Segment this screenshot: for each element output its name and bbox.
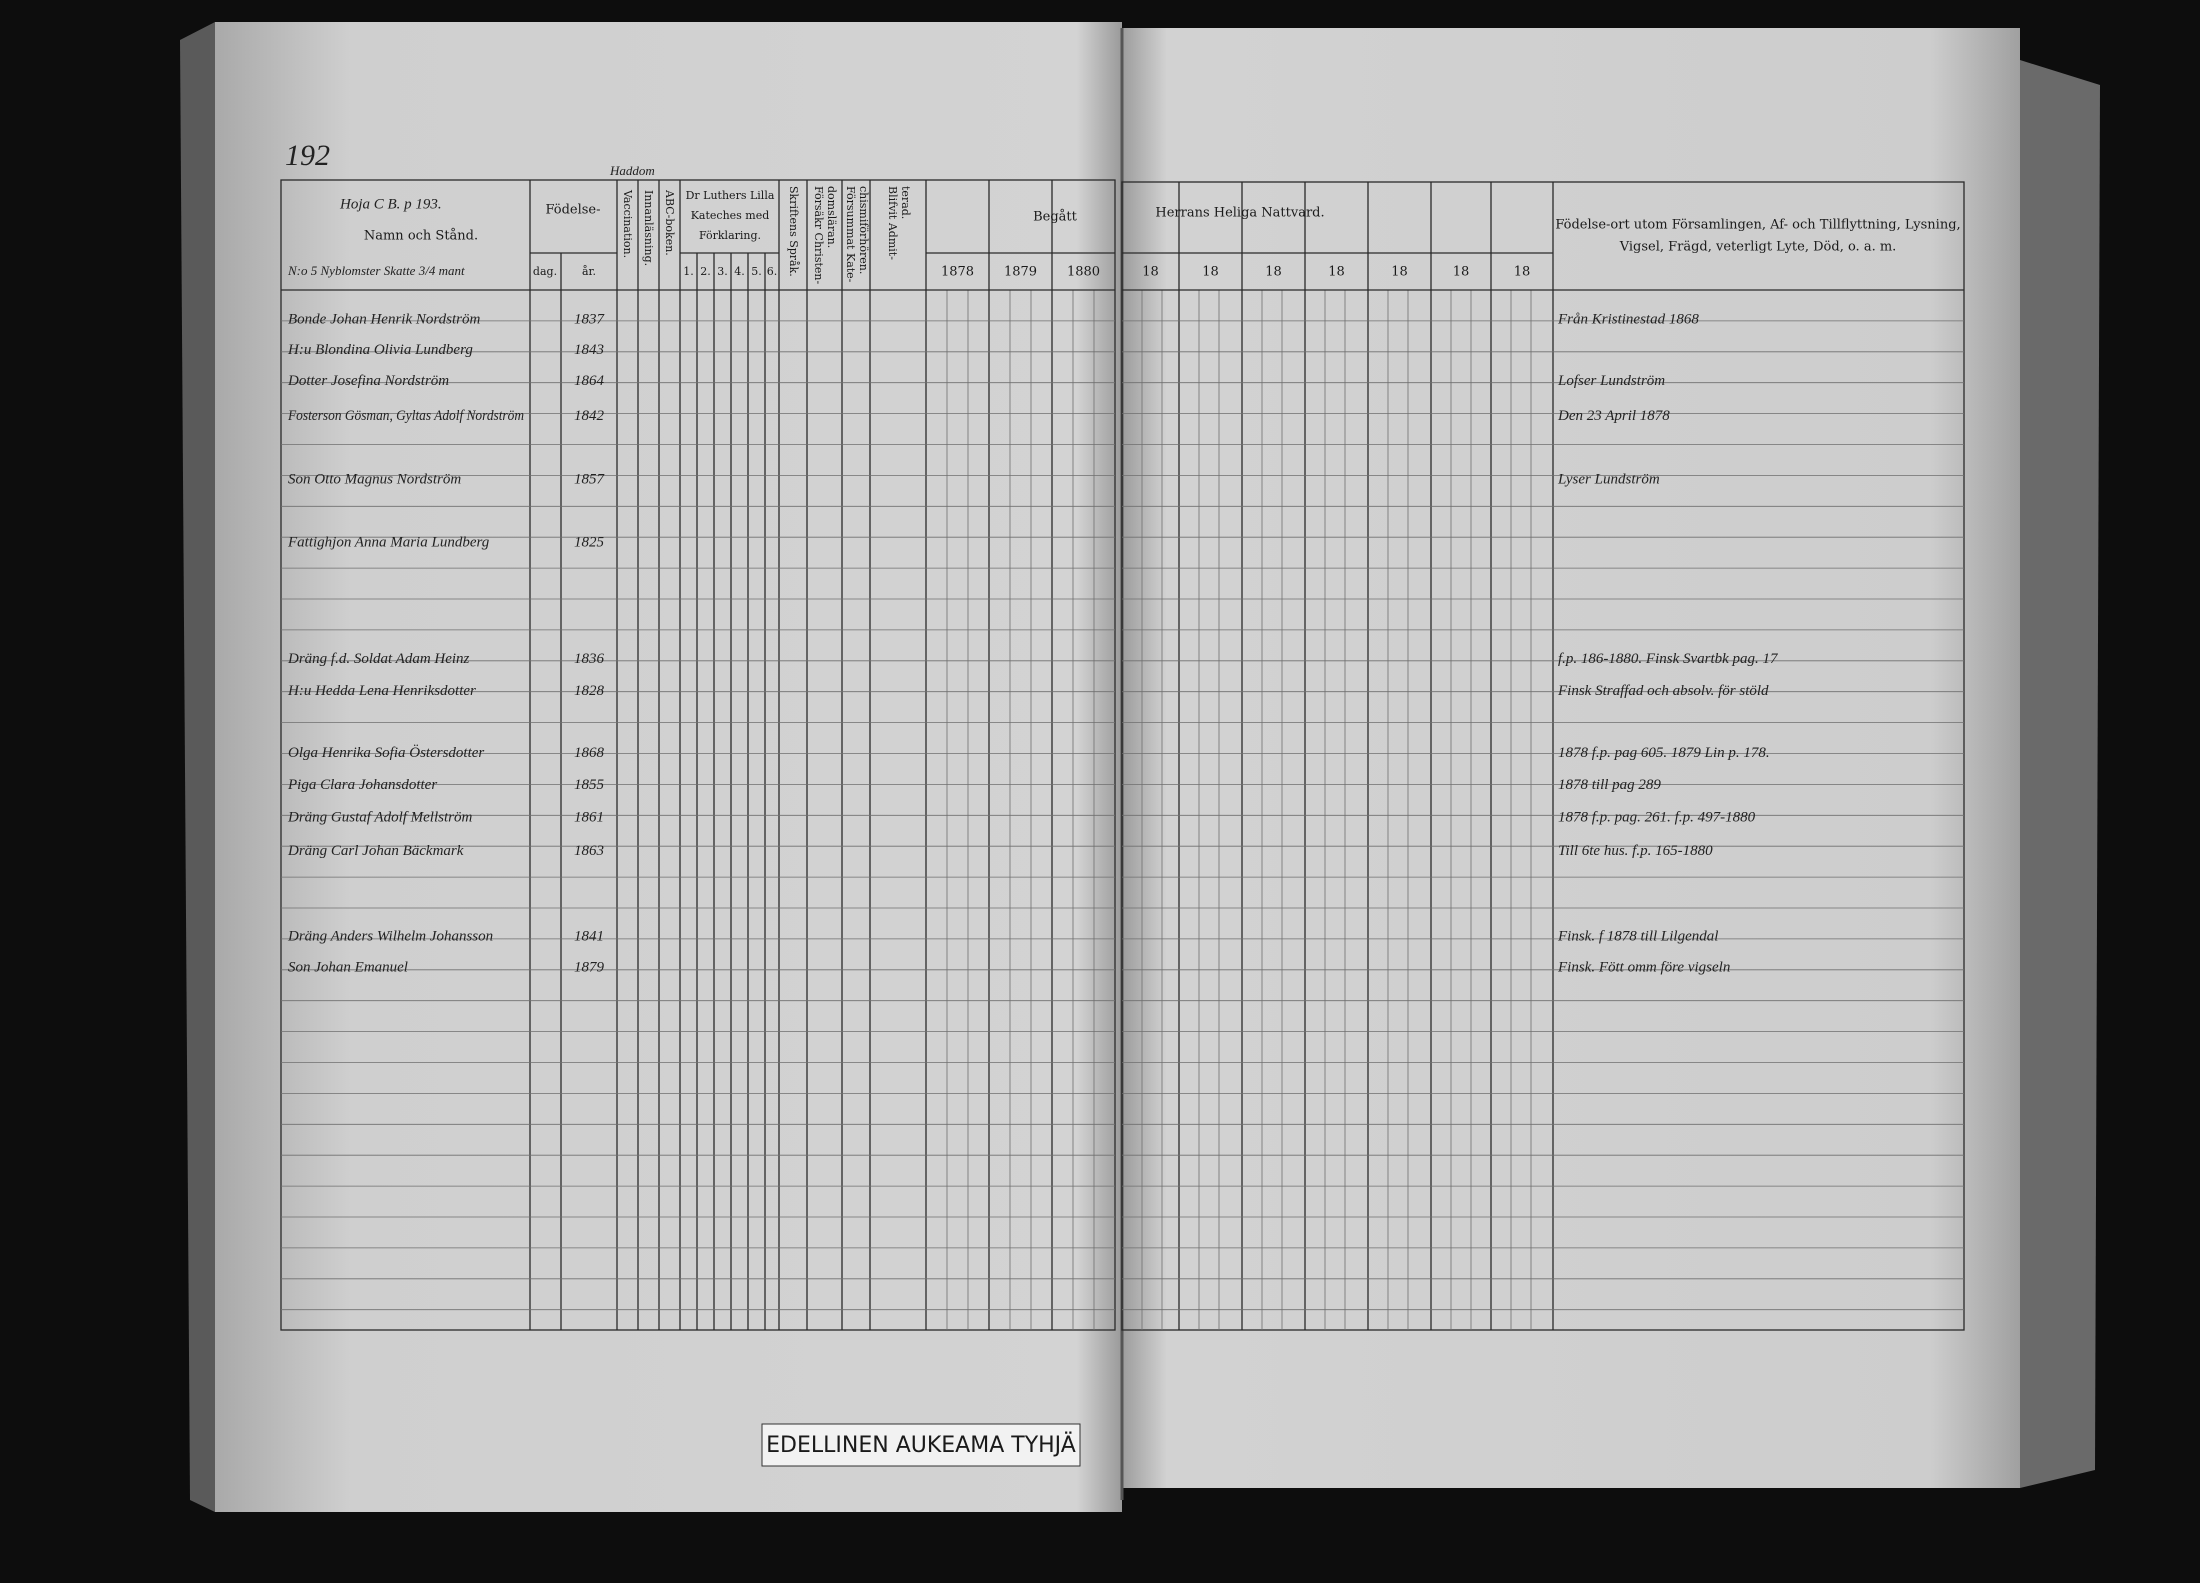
entry-remark: Lofser Lundström [1557, 373, 1665, 389]
header: Födelse-ort utom Församlingen, Af- och T… [1555, 218, 1960, 233]
entry-remark: 1878 f.p. pag 605. 1879 Lin p. 178. [1558, 745, 1770, 761]
entry-remark: Lyser Lundström [1557, 471, 1660, 487]
header: chismiförhören. [857, 186, 870, 274]
table-grid [280, 179, 1965, 1331]
header: Innanläsning. [642, 190, 655, 266]
right-page [1122, 28, 2020, 1488]
entry-name: Fosterson Gösman, Gyltas Adolf Nordström [287, 408, 524, 424]
header: Vaccination. [621, 189, 634, 258]
footer-label: EDELLINEN AUKEAMA TYHJÄ [766, 1432, 1076, 1458]
luther-header: Dr Luthers Lilla Kateches med Förklaring. 1… [683, 189, 777, 278]
entry-name: Dräng f.d. Soldat Adam Heinz [287, 651, 470, 667]
header: 2. [700, 265, 711, 278]
entry-name: Dräng Carl Johan Bäckmark [287, 843, 464, 859]
header: 6. [767, 265, 778, 278]
top-note: Hoja C B. p 193. [339, 196, 442, 212]
header: Försäkr Christen- [812, 186, 825, 284]
header: Kateches med [691, 209, 770, 222]
footer-box [761, 1423, 1081, 1467]
entry-remark: 1878 till pag 289 [1558, 777, 1661, 793]
header: dag. [533, 265, 557, 278]
entry-remark: f.p. 186-1880. Finsk Svartbk pag. 17 [1558, 651, 1779, 667]
header: Herrans Heliga Nattvard. [1155, 206, 1324, 221]
header: 1. [683, 265, 694, 278]
year-header: 18 [1514, 265, 1531, 280]
entry-name: Dotter Josefina Nordström [287, 373, 449, 389]
entry-remark: Finsk. Fött omm före vigseln [1557, 960, 1730, 976]
entry-year: 1825 [574, 534, 605, 550]
entry-name: H:u Hedda Lena Henriksdotter [287, 683, 476, 699]
year-header: 18 [1328, 265, 1345, 280]
year-header: 1879 [1004, 265, 1037, 280]
header: Skriftens Språk. [787, 186, 800, 277]
left-page-stack [180, 22, 215, 1512]
entry-remark: Till 6te hus. f.p. 165-1880 [1558, 843, 1713, 859]
entry-year: 1879 [574, 960, 605, 976]
header: 5. [751, 265, 762, 278]
place-note: Haddom [609, 163, 655, 178]
header: Blifvit Admit- [886, 186, 899, 260]
header: Födelse- [545, 203, 600, 218]
entry-year: 1861 [574, 809, 604, 825]
year-header: 1878 [941, 265, 974, 280]
entry-year: 1836 [574, 651, 605, 667]
header: Begått [1033, 209, 1078, 225]
entry-year: 1828 [574, 683, 605, 699]
entry-name: Son Otto Magnus Nordström [288, 471, 461, 487]
entry-year: 1841 [574, 929, 604, 945]
table-frame [1121, 181, 1965, 1331]
entry-name: Olga Henrika Sofia Östersdotter [288, 744, 484, 761]
entry-remark: Finsk. f 1878 till Lilgendal [1557, 929, 1718, 945]
entry-remark: Finsk Straffad och absolv. för stöld [1557, 683, 1769, 699]
entry-year: 1837 [574, 311, 606, 327]
year-header: 18 [1391, 265, 1408, 280]
header: domsläran. [825, 186, 838, 248]
entry-name: Piga Clara Johansdotter [287, 777, 437, 793]
year-header: 18 [1142, 265, 1159, 280]
entry-year: 1855 [574, 777, 605, 793]
entry-name: Bonde Johan Henrik Nordström [288, 311, 481, 327]
year-header: 18 [1453, 265, 1470, 280]
header: Namn och Stånd. [364, 228, 478, 244]
header: Försummat Kate- [844, 186, 857, 283]
year-header: 18 [1202, 265, 1219, 280]
header: terad. [899, 186, 912, 219]
header: år. [582, 265, 596, 278]
right-page-stack [2020, 60, 2100, 1488]
header: ABC-boken. [663, 189, 676, 256]
header: 3. [717, 265, 728, 278]
entry-year: 1864 [574, 373, 605, 389]
header: Vigsel, Frägd, veterligt Lyte, Död, o. a… [1619, 240, 1897, 255]
year-header: 1880 [1067, 265, 1100, 280]
table-frame [280, 179, 1116, 1331]
left-page [215, 22, 1122, 1512]
year-header: 18 [1265, 265, 1282, 280]
entry-name: Dräng Anders Wilhelm Johansson [287, 929, 493, 945]
entry-year: 1857 [574, 471, 606, 487]
header: 4. [734, 265, 745, 278]
entry-name: H:u Blondina Olivia Lundberg [287, 342, 473, 358]
household: N:o 5 Nyblomster Skatte 3/4 mant [287, 263, 465, 278]
entry-year: 1868 [574, 745, 605, 761]
entry-year: 1842 [574, 408, 605, 424]
page-number: 192 [285, 139, 330, 172]
entry-remark: 1878 f.p. pag. 261. f.p. 497-1880 [1558, 809, 1756, 825]
entry-name: Fattighjon Anna Maria Lundberg [287, 534, 490, 550]
header: Förklaring. [699, 229, 761, 242]
entry-year: 1843 [574, 342, 604, 358]
entry-name: Son Johan Emanuel [288, 960, 408, 976]
entry-remark: Från Kristinestad 1868 [1557, 311, 1699, 327]
header: Dr Luthers Lilla [686, 189, 775, 202]
entry-year: 1863 [574, 843, 604, 859]
entry-remark: Den 23 April 1878 [1557, 408, 1670, 424]
entry-name: Dräng Gustaf Adolf Mellström [287, 809, 472, 825]
